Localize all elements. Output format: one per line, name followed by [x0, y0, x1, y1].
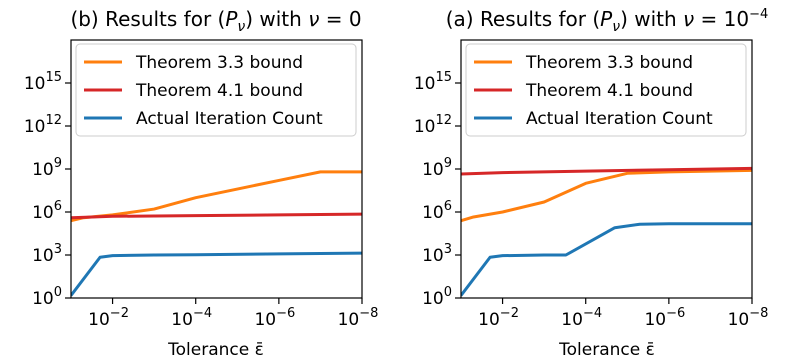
plot-area-left: 10−2 10−4 10−6 10−8 100 103 106 109 1012 1015 Theo… — [24, 39, 379, 330]
plot-area-right: 10−2 10−4 10−6 10−8 100 103 106 109 1012 1015 Theo… — [414, 39, 769, 330]
legend-label-left-3: Actual Iteration Count — [136, 109, 323, 129]
series-line-right-1 — [461, 168, 752, 223]
y-tick-label-right-2: 103 — [422, 242, 452, 266]
legend-label-right-2: Theorem 4.1 bound — [525, 81, 693, 101]
legend-label-right-1: Theorem 3.3 bound — [525, 53, 693, 73]
y-tick-label-left-6: 1015 — [24, 70, 62, 94]
panel-right-xlabel: Tolerance ε̄ — [558, 340, 655, 360]
y-tick-label-right-6: 1015 — [414, 70, 452, 94]
series-line-left-3 — [71, 251, 362, 297]
x-tick-label-right-1: 10−2 — [478, 306, 519, 330]
x-tick-label-right-4: 10−8 — [728, 306, 769, 330]
legend-left — [75, 43, 357, 137]
y-tick-label-right-4: 109 — [422, 156, 452, 180]
y-tick-label-left-1: 100 — [32, 285, 62, 309]
x-tick-label-left-3: 10−6 — [254, 306, 295, 330]
panel-left: (b) Results for (Pν) with ν = 0 10−2 10−4… — [24, 7, 379, 360]
x-tick-label-left-1: 10−2 — [88, 306, 129, 330]
panel-right: (a) Results for (Pν) with ν = 10−4 10−2 1… — [414, 7, 769, 360]
panel-right-title: (a) Results for (Pν) with ν = 10−4 — [446, 7, 769, 35]
series-line-left-2 — [71, 212, 362, 220]
x-tick-label-left-2: 10−4 — [171, 306, 212, 330]
y-tick-label-left-3: 106 — [32, 199, 62, 223]
y-tick-label-right-5: 1012 — [414, 113, 452, 137]
panel-left-title: (b) Results for (Pν) with ν = 0 — [70, 7, 361, 35]
y-tick-label-left-5: 1012 — [24, 113, 62, 137]
y-tick-label-right-1: 100 — [422, 285, 452, 309]
series-line-right-2 — [461, 166, 752, 176]
legend-label-right-3: Actual Iteration Count — [526, 109, 713, 129]
legend-label-left-2: Theorem 4.1 bound — [135, 81, 303, 101]
y-tick-label-left-4: 109 — [32, 156, 62, 180]
x-tick-label-left-4: 10−8 — [338, 306, 379, 330]
x-tick-label-right-2: 10−4 — [561, 306, 602, 330]
y-tick-label-right-3: 106 — [422, 199, 452, 223]
panel-left-xlabel: Tolerance ε̄ — [167, 340, 264, 360]
legend-label-left-1: Theorem 3.3 bound — [135, 53, 303, 73]
series-line-right-3 — [461, 222, 752, 297]
x-tick-label-right-3: 10−6 — [644, 306, 685, 330]
legend-right — [465, 43, 747, 137]
y-tick-label-left-2: 103 — [32, 242, 62, 266]
